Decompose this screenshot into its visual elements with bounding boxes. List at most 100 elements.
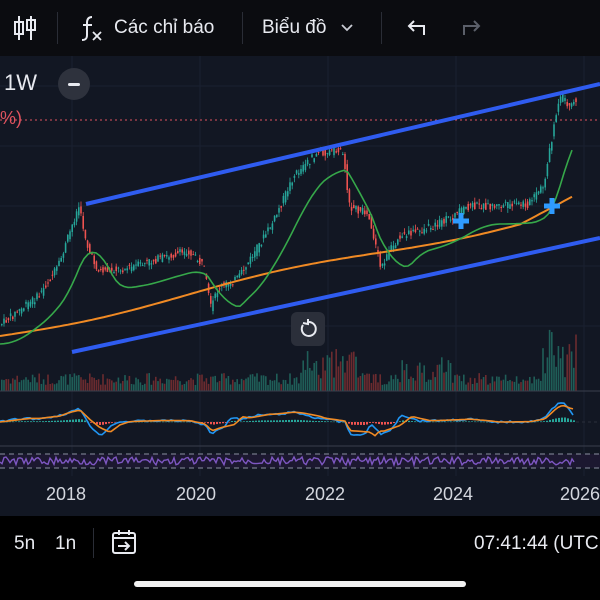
macd-histogram-bar — [36, 421, 38, 422]
go-to-date-button[interactable] — [110, 528, 138, 561]
candle-body — [412, 229, 414, 232]
candlestick-icon[interactable] — [12, 0, 38, 56]
macd-histogram-bar — [348, 422, 350, 424]
volume-bar — [344, 372, 346, 391]
volume-bar — [207, 383, 210, 391]
macd-histogram-bar — [114, 422, 116, 423]
candle-body — [452, 218, 454, 220]
candle-body — [302, 165, 304, 172]
candle-body — [177, 251, 179, 254]
volume-bar — [89, 373, 91, 391]
range-1y-button[interactable]: 1n — [55, 533, 77, 554]
candle-body — [89, 244, 91, 254]
volume-bar — [102, 374, 104, 391]
candle-body — [313, 158, 315, 162]
candle-body — [69, 231, 71, 240]
volume-bar — [27, 379, 29, 391]
interval-label[interactable]: 1W — [4, 70, 37, 95]
volume-bar — [287, 383, 289, 391]
home-indicator — [134, 581, 466, 587]
volume-bar — [353, 351, 355, 391]
candle-body — [315, 154, 318, 157]
indicators-button[interactable]: Các chỉ báo — [78, 0, 214, 56]
candle-body — [124, 268, 126, 270]
volume-bar — [139, 382, 142, 391]
macd-histogram-bar — [201, 422, 203, 423]
candle-body — [45, 285, 47, 288]
volume-bar — [196, 373, 199, 391]
candle-body — [295, 170, 298, 174]
candle-body — [372, 228, 375, 239]
price-chart[interactable] — [0, 56, 600, 516]
reset-chart-button[interactable] — [291, 312, 325, 346]
minus-icon — [68, 82, 80, 86]
macd-histogram-bar — [51, 420, 53, 422]
reset-icon — [300, 319, 317, 337]
candle-body — [366, 210, 368, 215]
candle-body — [137, 261, 139, 267]
volume-bar — [476, 382, 478, 391]
candle-body — [181, 249, 183, 253]
volume-bar — [489, 383, 491, 391]
collapse-legend-button[interactable] — [58, 68, 90, 100]
undo-button[interactable] — [404, 0, 428, 56]
candle-body — [199, 257, 201, 264]
macd-histogram-bar — [294, 419, 296, 422]
macd-histogram-bar — [432, 421, 434, 423]
chart-area[interactable] — [0, 56, 600, 516]
candle-body — [291, 182, 293, 186]
volume-bar — [9, 383, 12, 391]
volume-bar — [128, 375, 131, 391]
macd-histogram-bar — [108, 422, 110, 424]
macd-histogram-bar — [63, 420, 65, 422]
macd-histogram-bar — [423, 421, 425, 423]
macd-histogram-bar — [210, 422, 212, 425]
candle-body — [111, 267, 113, 271]
volume-bar — [291, 384, 293, 391]
volume-bar — [104, 384, 106, 391]
chart-type-button[interactable]: Biểu đồ — [262, 0, 354, 56]
macd-histogram-bar — [555, 418, 557, 422]
volume-bar — [300, 372, 302, 391]
volume-bar — [421, 372, 423, 391]
volume-bar — [465, 384, 467, 391]
candle-body — [93, 255, 95, 265]
candle-body — [67, 234, 69, 242]
macd-histogram-bar — [318, 421, 320, 422]
candle-body — [100, 269, 102, 271]
volume-bar — [350, 352, 353, 391]
chevron-down-icon — [341, 24, 354, 32]
macd-histogram-bar — [336, 421, 338, 423]
macd-histogram-bar — [543, 421, 545, 422]
redo-button[interactable] — [460, 0, 484, 56]
volume-bar — [111, 380, 113, 391]
macd-histogram-bar — [240, 421, 242, 422]
candle-body — [438, 219, 441, 227]
candle-body — [196, 260, 199, 262]
candle-body — [317, 152, 320, 154]
candle-body — [260, 244, 263, 247]
candle-body — [562, 94, 564, 102]
toolbar: Các chỉ báo Biểu đồ — [0, 0, 600, 57]
macd-histogram-bar — [327, 421, 329, 422]
volume-bar — [273, 380, 276, 391]
volume-bar — [14, 379, 16, 391]
volume-bar — [540, 380, 542, 391]
macd-histogram-bar — [558, 417, 560, 422]
candlesticks — [1, 90, 577, 327]
range-5y-button[interactable]: 5n — [14, 533, 36, 554]
clock-timezone-button[interactable]: 07:41:44 (UTC — [474, 533, 599, 554]
macd-histogram-bar — [477, 421, 479, 423]
volume-bar — [80, 377, 82, 391]
candle-body — [78, 207, 80, 216]
volume-bar — [278, 382, 280, 391]
macd-histogram-bar — [411, 421, 413, 422]
volume-bar — [271, 380, 274, 391]
volume-bar — [320, 378, 322, 391]
macd-histogram-bar — [471, 421, 473, 422]
volume-bar — [179, 381, 181, 391]
volume-bar — [51, 383, 54, 391]
volume-bar — [177, 380, 179, 391]
volume-bar — [280, 384, 282, 391]
candle-body — [117, 267, 120, 269]
